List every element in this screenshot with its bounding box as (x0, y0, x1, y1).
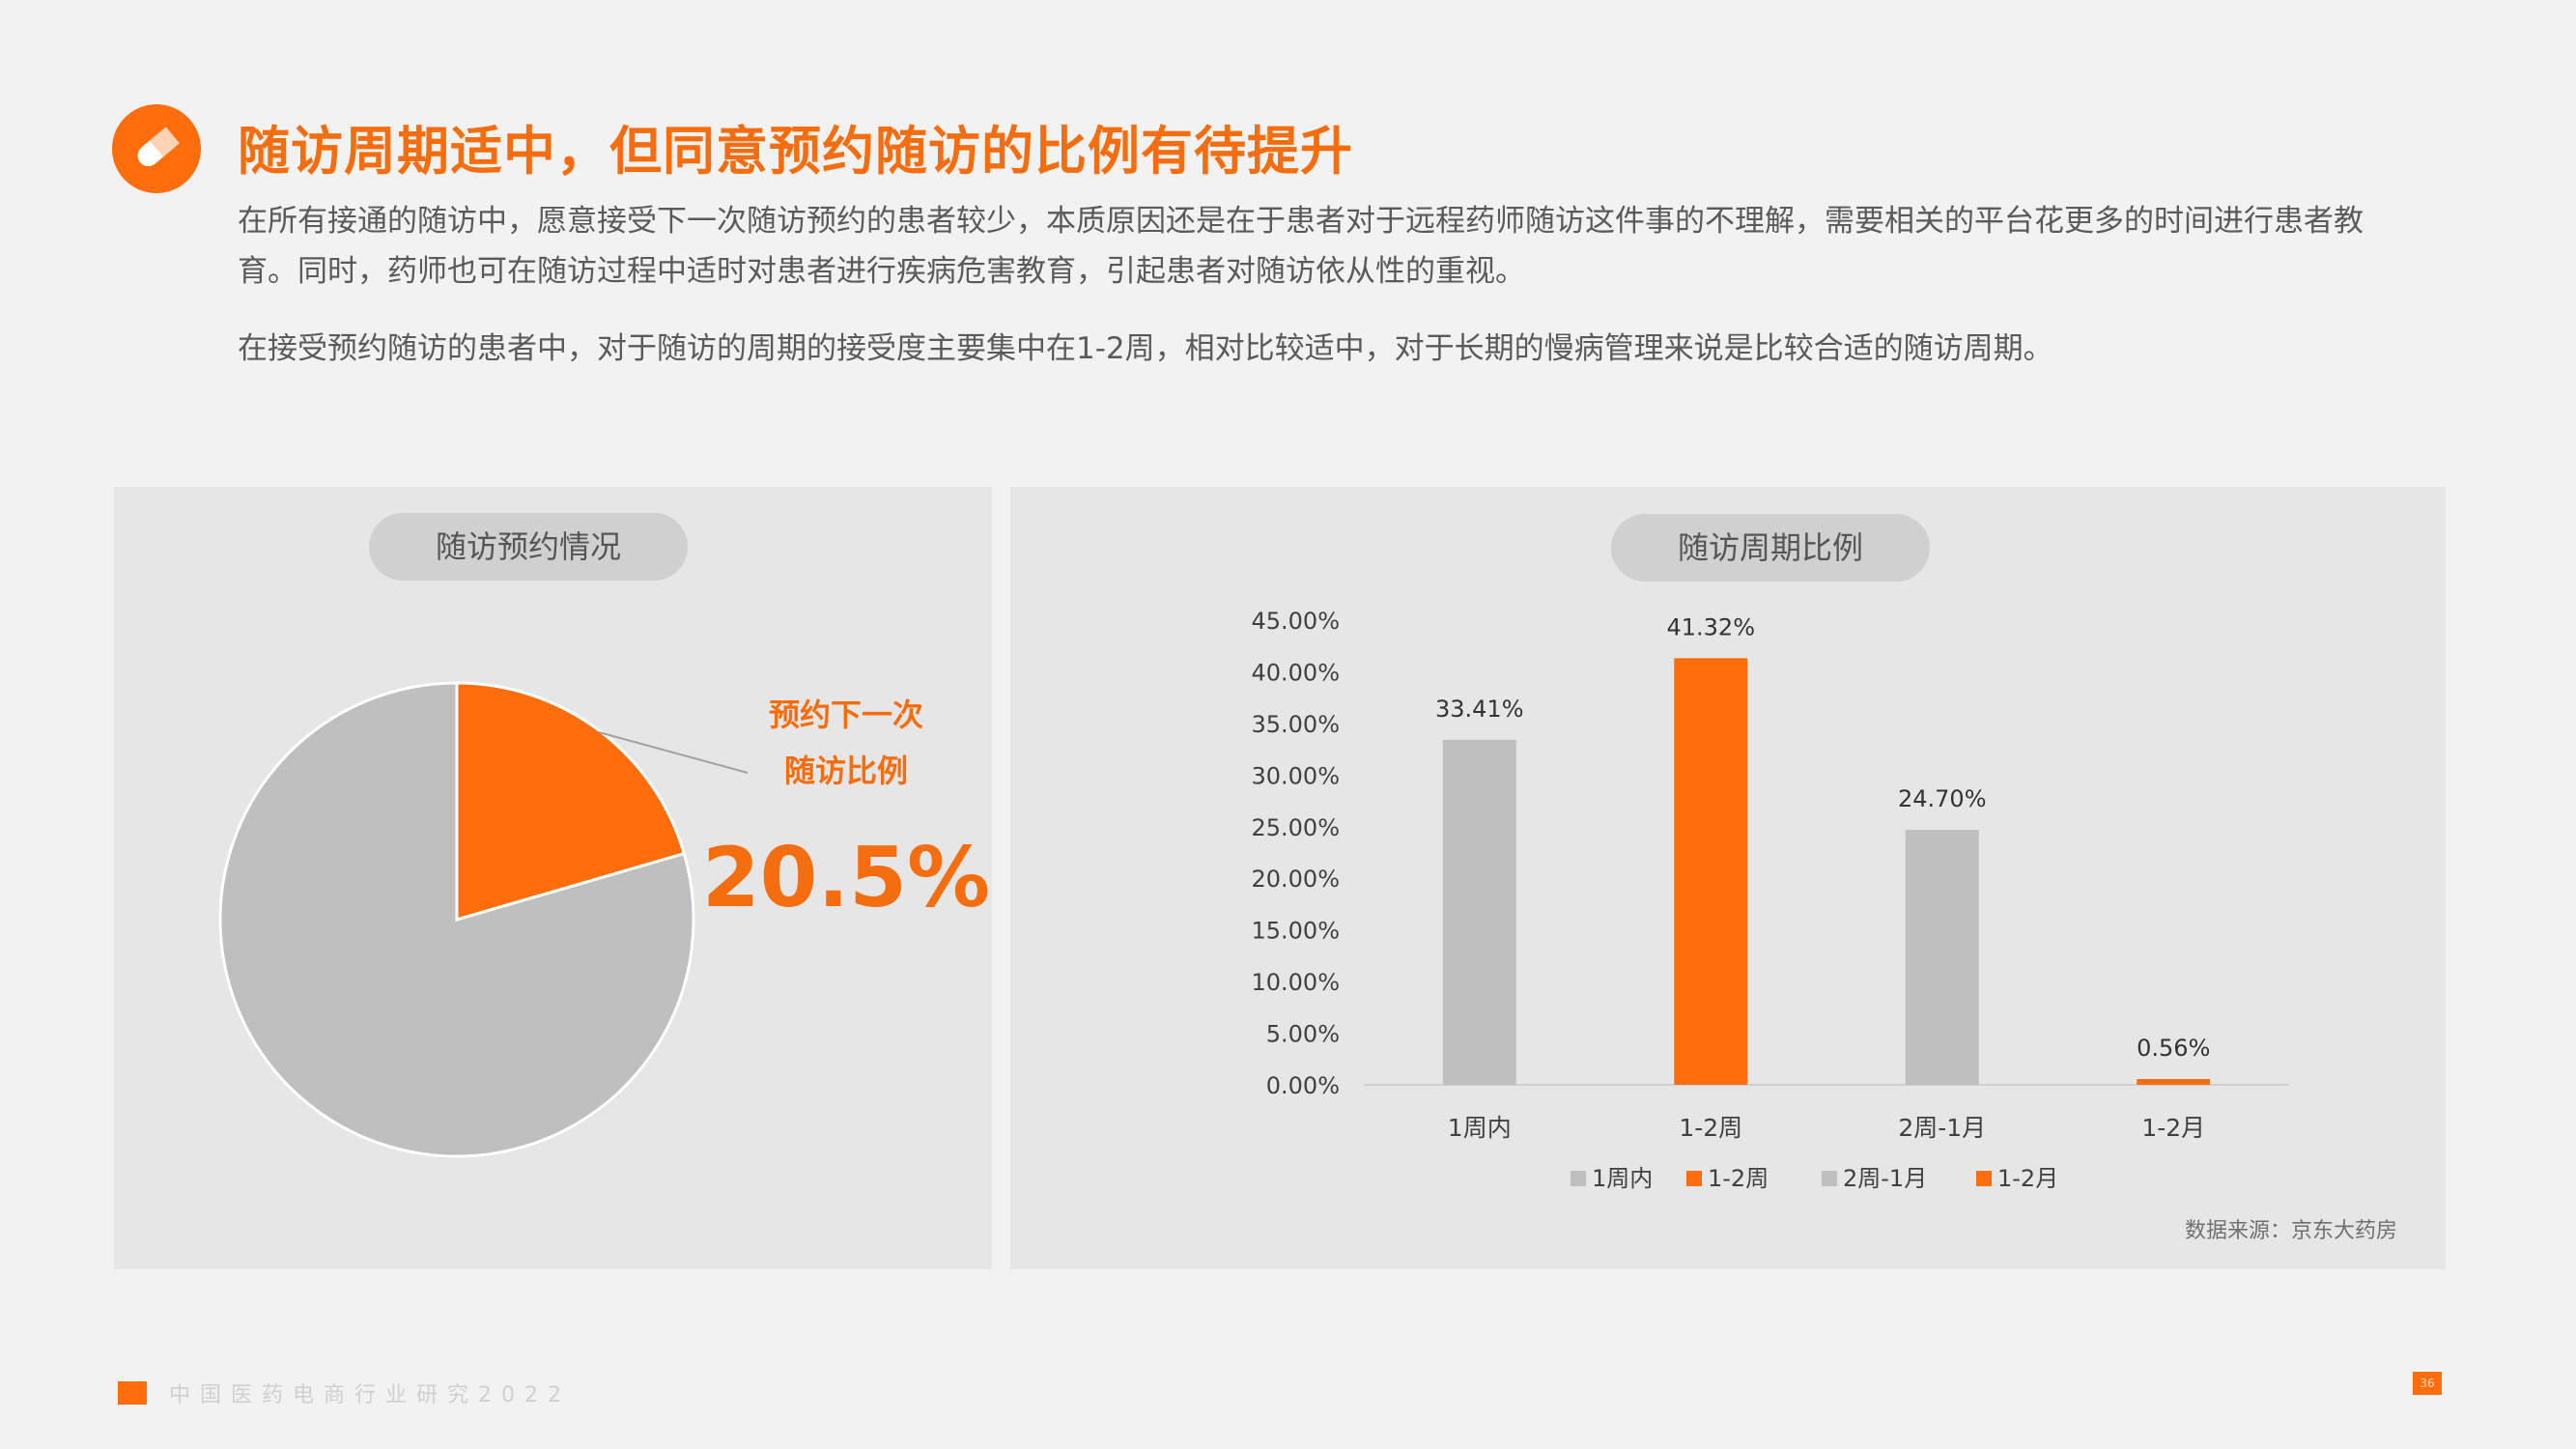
bar-panel-label: 随访周期比例 (1611, 514, 1930, 582)
page-number: 36 (2413, 1372, 2442, 1395)
data-source: 数据来源：京东大药房 (2184, 1219, 2397, 1243)
pill-icon (112, 104, 201, 193)
paragraph-1: 在所有接通的随访中，愿意接受下一次随访预约的患者较少，本质原因还是在于患者对于远… (238, 204, 2364, 289)
bar-panel (1010, 487, 2446, 1269)
page-title: 随访周期适中，但同意预约随访的比例有待提升 (238, 121, 1353, 182)
pie-panel (114, 487, 992, 1269)
paragraph-2: 在接受预约随访的患者中，对于随访的周期的接受度主要集中在1-2周，相对比较适中，… (238, 331, 2053, 366)
footer-square (118, 1381, 147, 1405)
footer-text: 中国医药电商行业研究2022 (169, 1383, 571, 1407)
pie-panel-label: 随访预约情况 (369, 513, 688, 581)
